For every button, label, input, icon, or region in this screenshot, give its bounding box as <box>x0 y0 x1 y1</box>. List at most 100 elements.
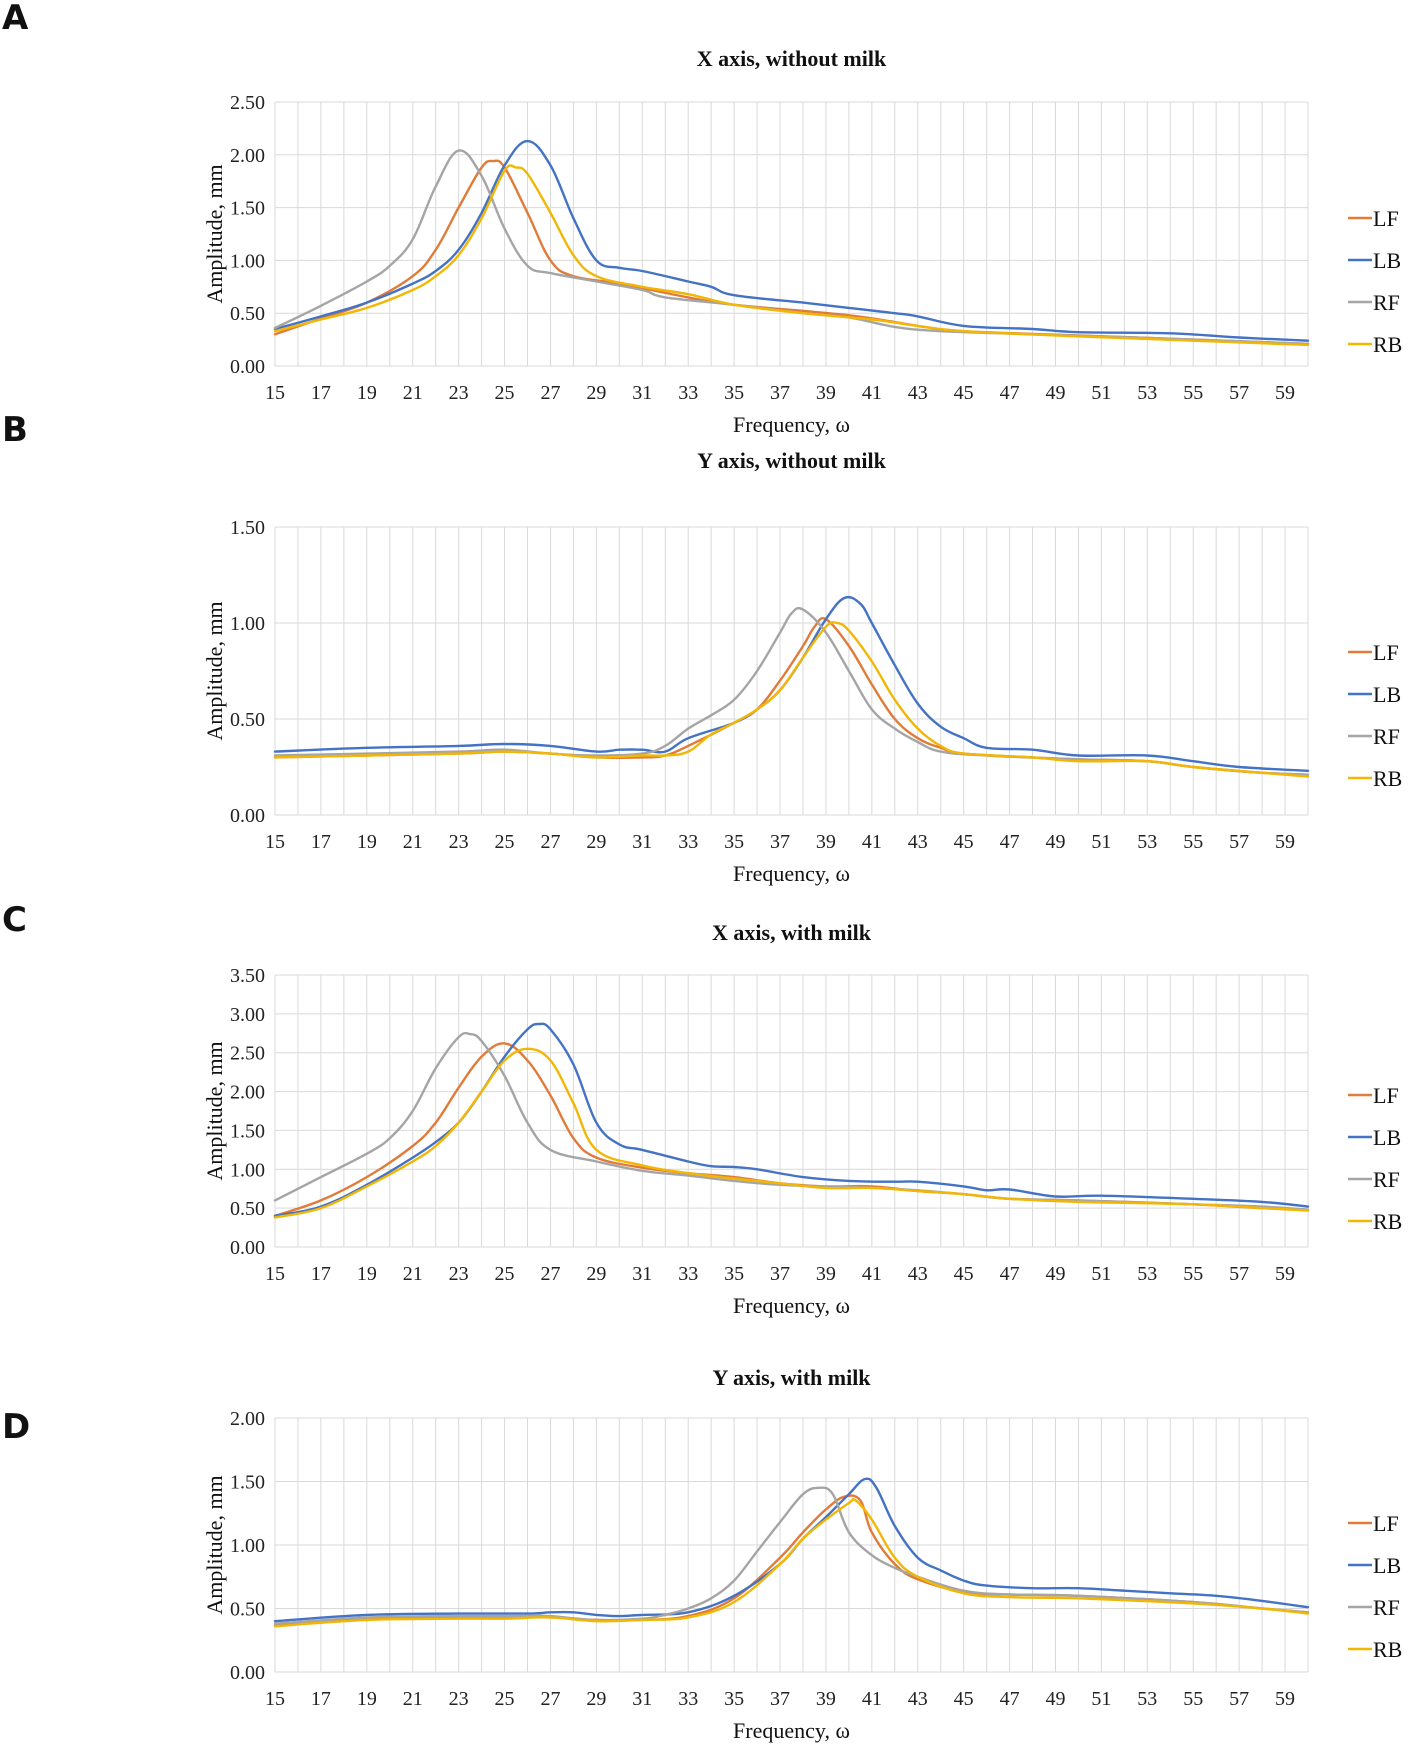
legend-label: RF <box>1373 1167 1400 1192</box>
y-tick-label: 1.50 <box>230 517 265 539</box>
x-tick-label: 31 <box>632 382 652 404</box>
x-tick-label: 35 <box>724 382 744 404</box>
series-line-rf <box>273 149 1310 345</box>
x-tick-label: 53 <box>1137 1263 1157 1285</box>
x-tick-label: 45 <box>954 1263 974 1285</box>
y-tick-label: 2.00 <box>230 145 265 167</box>
x-tick-label: 17 <box>311 1688 331 1710</box>
x-tick-label: 29 <box>586 831 606 853</box>
x-tick-label: 23 <box>449 1263 469 1285</box>
y-tick-label: 2.50 <box>230 1043 265 1065</box>
x-tick-label: 29 <box>586 382 606 404</box>
chart-title: X axis, with milk <box>712 920 872 945</box>
x-tick-label: 25 <box>495 382 515 404</box>
x-tick-label: 37 <box>770 382 790 404</box>
chart-title: Y axis, without milk <box>697 448 886 473</box>
x-tick-label: 27 <box>540 831 560 853</box>
x-tick-label: 17 <box>311 1263 331 1285</box>
x-tick-label: 33 <box>678 1263 698 1285</box>
x-tick-label: 47 <box>1000 382 1020 404</box>
legend-label: LF <box>1373 1083 1399 1108</box>
x-tick-label: 59 <box>1275 831 1295 853</box>
x-tick-label: 57 <box>1229 831 1249 853</box>
y-tick-label: 0.50 <box>230 709 265 731</box>
y-tick-label: 3.00 <box>230 1004 265 1026</box>
x-tick-label: 15 <box>265 1263 285 1285</box>
legend-label: RB <box>1373 766 1402 791</box>
x-tick-label: 35 <box>724 1688 744 1710</box>
x-axis-label: Frequency, ω <box>733 412 850 437</box>
x-tick-label: 21 <box>403 382 423 404</box>
x-tick-label: 43 <box>908 1263 928 1285</box>
x-tick-label: 43 <box>908 831 928 853</box>
y-axis-label: Amplitude, mm <box>202 164 227 303</box>
x-tick-label: 41 <box>862 382 882 404</box>
x-tick-label: 41 <box>862 1263 882 1285</box>
x-tick-label: 23 <box>449 382 469 404</box>
series-line-lf <box>273 1494 1310 1627</box>
series-line-lf <box>273 159 1310 345</box>
x-tick-label: 25 <box>495 1263 515 1285</box>
x-axis-label: Frequency, ω <box>733 1293 850 1318</box>
chart-panel-d: D Y axis, with milk 0.00 0.50 1.00 1.50 2.00 1… <box>0 1310 1413 1755</box>
y-tick-label: 0.50 <box>230 1198 265 1220</box>
x-tick-label: 55 <box>1183 1263 1203 1285</box>
x-tick-label: 45 <box>954 831 974 853</box>
chart-panel-c: C X axis, with milk 0.00 0.50 1.00 1.50 2.00 2… <box>0 850 1413 1318</box>
y-tick-label: 2.00 <box>230 1082 265 1104</box>
x-tick-label: 21 <box>403 831 423 853</box>
x-tick-label: 47 <box>1000 1263 1020 1285</box>
x-tick-label: 49 <box>1045 831 1065 853</box>
x-tick-label: 53 <box>1137 831 1157 853</box>
x-tick-label: 31 <box>632 831 652 853</box>
x-axis-label: Frequency, ω <box>733 1718 850 1743</box>
series-line-lb <box>273 1477 1310 1623</box>
x-tick-label: 31 <box>632 1263 652 1285</box>
x-tick-label: 35 <box>724 1263 744 1285</box>
y-axis-label: Amplitude, mm <box>202 601 227 740</box>
x-tick-label: 57 <box>1229 382 1249 404</box>
y-tick-label: 0.00 <box>230 1662 265 1684</box>
x-tick-label: 29 <box>586 1688 606 1710</box>
x-tick-label: 43 <box>908 1688 928 1710</box>
legend-label: RF <box>1373 724 1400 749</box>
x-tick-label: 19 <box>357 1688 377 1710</box>
x-tick-label: 19 <box>357 382 377 404</box>
x-tick-label: 33 <box>678 382 698 404</box>
x-tick-label: 53 <box>1137 382 1157 404</box>
x-tick-label: 27 <box>540 1688 560 1710</box>
y-tick-label: 3.50 <box>230 965 265 987</box>
series-line-rb <box>273 1047 1310 1219</box>
panel-label: D <box>2 1407 31 1447</box>
y-tick-label: 1.00 <box>230 1535 265 1557</box>
y-tick-label: 1.50 <box>230 198 265 220</box>
x-tick-label: 37 <box>770 831 790 853</box>
x-tick-label: 59 <box>1275 382 1295 404</box>
series-line-rf <box>273 606 1310 776</box>
x-tick-label: 49 <box>1045 1688 1065 1710</box>
legend-label: LF <box>1373 1511 1399 1536</box>
x-tick-label: 15 <box>265 382 285 404</box>
y-tick-label: 0.00 <box>230 356 265 378</box>
x-tick-label: 51 <box>1091 382 1111 404</box>
x-tick-label: 57 <box>1229 1263 1249 1285</box>
panel-label: A <box>2 0 29 38</box>
y-tick-label: 1.50 <box>230 1120 265 1142</box>
chart-title: Y axis, with milk <box>712 1365 871 1390</box>
x-tick-label: 21 <box>403 1263 423 1285</box>
y-tick-label: 0.00 <box>230 805 265 827</box>
x-tick-label: 45 <box>954 1688 974 1710</box>
x-tick-label: 33 <box>678 831 698 853</box>
x-tick-label: 17 <box>311 831 331 853</box>
x-tick-label: 15 <box>265 831 285 853</box>
series-line-rb <box>273 621 1310 778</box>
x-tick-label: 47 <box>1000 1688 1020 1710</box>
x-tick-label: 19 <box>357 1263 377 1285</box>
y-tick-label: 1.50 <box>230 1472 265 1494</box>
x-tick-label: 57 <box>1229 1688 1249 1710</box>
x-tick-label: 39 <box>816 1263 836 1285</box>
x-tick-label: 45 <box>954 382 974 404</box>
line-chart-c: X axis, with milk 0.00 0.50 1.00 1.50 2.00 2.5… <box>202 920 1402 1318</box>
x-tick-label: 25 <box>495 831 515 853</box>
y-tick-label: 1.00 <box>230 250 265 272</box>
